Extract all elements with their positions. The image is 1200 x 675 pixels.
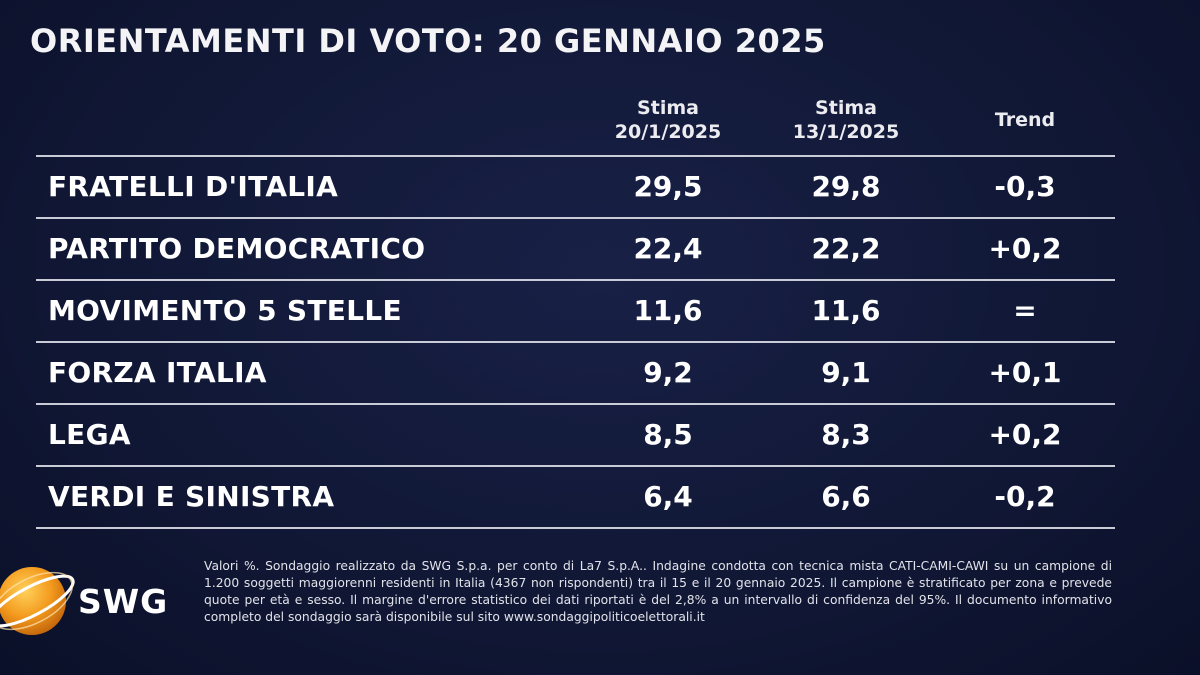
table-row: FORZA ITALIA 9,2 9,1 +0,1 bbox=[36, 341, 1115, 403]
column-header-current-line2: 20/1/2025 bbox=[614, 121, 722, 143]
poll-table: FRATELLI D'ITALIA 29,5 29,8 -0,3 PARTITO… bbox=[36, 155, 1115, 529]
previous-value: 29,8 bbox=[811, 170, 881, 203]
current-value: 9,2 bbox=[643, 356, 693, 389]
trend-value: +0,1 bbox=[988, 356, 1062, 389]
party-name: FRATELLI D'ITALIA bbox=[48, 170, 339, 203]
column-header-previous: Stima 13/1/2025 bbox=[766, 96, 926, 144]
party-name: FORZA ITALIA bbox=[48, 356, 267, 389]
trend-value: +0,2 bbox=[988, 418, 1062, 451]
current-value: 8,5 bbox=[643, 418, 693, 451]
column-header-previous-line2: 13/1/2025 bbox=[792, 121, 900, 143]
party-name: LEGA bbox=[48, 418, 131, 451]
trend-value: +0,2 bbox=[988, 232, 1062, 265]
current-value: 22,4 bbox=[633, 232, 703, 265]
column-header-current-line1: Stima bbox=[637, 97, 699, 119]
column-header-trend-line1: Trend bbox=[994, 109, 1056, 131]
previous-value: 8,3 bbox=[821, 418, 871, 451]
table-row: PARTITO DEMOCRATICO 22,4 22,2 +0,2 bbox=[36, 217, 1115, 279]
trend-value: -0,2 bbox=[994, 480, 1056, 513]
page-title: ORIENTAMENTI DI VOTO: 20 GENNAIO 2025 bbox=[30, 22, 826, 60]
party-name: VERDI E SINISTRA bbox=[48, 480, 335, 513]
party-name: PARTITO DEMOCRATICO bbox=[48, 232, 426, 265]
table-row: FRATELLI D'ITALIA 29,5 29,8 -0,3 bbox=[36, 155, 1115, 217]
current-value: 6,4 bbox=[643, 480, 693, 513]
trend-value: = bbox=[1013, 294, 1037, 327]
table-row: MOVIMENTO 5 STELLE 11,6 11,6 = bbox=[36, 279, 1115, 341]
current-value: 29,5 bbox=[633, 170, 703, 203]
methodology-footnote: Valori %. Sondaggio realizzato da SWG S.… bbox=[204, 559, 1112, 624]
party-name: MOVIMENTO 5 STELLE bbox=[48, 294, 402, 327]
previous-value: 6,6 bbox=[821, 480, 871, 513]
previous-value: 9,1 bbox=[821, 356, 871, 389]
previous-value: 22,2 bbox=[811, 232, 881, 265]
current-value: 11,6 bbox=[633, 294, 703, 327]
column-header-current: Stima 20/1/2025 bbox=[588, 96, 748, 144]
previous-value: 11,6 bbox=[811, 294, 881, 327]
swg-globe-icon bbox=[0, 567, 75, 635]
column-header-trend: Trend bbox=[955, 108, 1095, 132]
column-header-previous-line1: Stima bbox=[815, 97, 877, 119]
table-row: VERDI E SINISTRA 6,4 6,6 -0,2 bbox=[36, 465, 1115, 529]
table-row: LEGA 8,5 8,3 +0,2 bbox=[36, 403, 1115, 465]
trend-value: -0,3 bbox=[994, 170, 1056, 203]
swg-logo-text: SWG bbox=[78, 582, 169, 621]
